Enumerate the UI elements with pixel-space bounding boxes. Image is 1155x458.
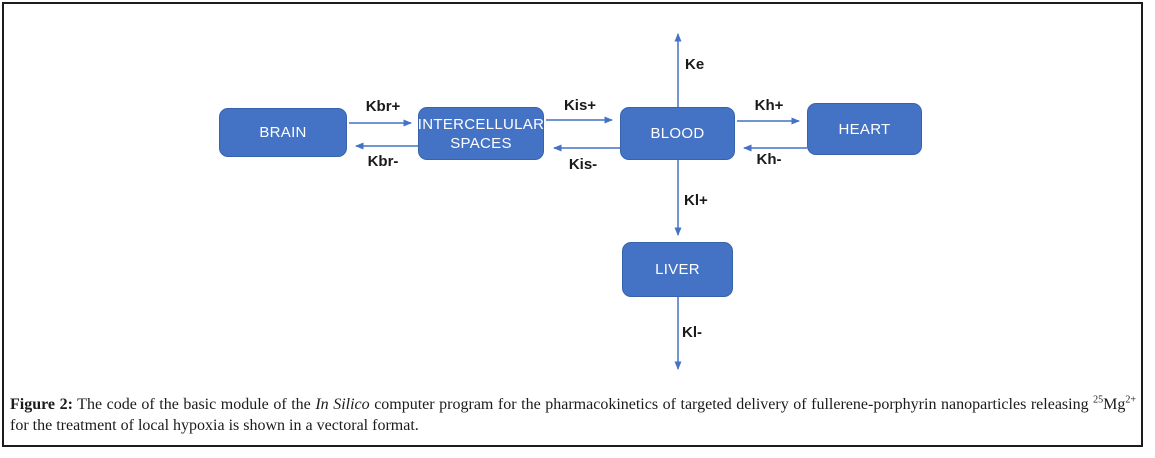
figure-caption: Figure 2: The code of the basic module o…: [10, 394, 1136, 436]
node-brain-label: BRAIN: [259, 124, 307, 141]
rate-label-kl-minus: Kl-: [682, 324, 702, 341]
node-intercellular-spaces-label: INTERCELLULAR SPACES: [417, 115, 545, 152]
rate-label-kl-plus: Kl+: [684, 192, 708, 209]
node-intercellular-spaces: INTERCELLULAR SPACES: [418, 107, 544, 160]
rate-label-kbr-minus: Kbr-: [367, 153, 399, 170]
figure-border-frame: [2, 2, 1143, 447]
caption-charge-superscript: 2+: [1125, 394, 1137, 406]
node-heart-label: HEART: [838, 120, 891, 138]
node-brain: BRAIN: [219, 108, 347, 157]
rate-label-kis-plus: Kis+: [563, 97, 597, 114]
caption-italic-phrase: In Silico: [315, 396, 370, 413]
caption-text-3: for the treatment of local hypoxia is sh…: [10, 417, 419, 434]
node-blood: BLOOD: [620, 107, 735, 160]
caption-text-1: The code of the basic module of the: [72, 396, 316, 413]
rate-label-kh-minus: Kh-: [756, 151, 782, 168]
caption-text-2: computer program for the pharmacokinetic…: [369, 396, 1094, 413]
figure-caption-label: Figure 2:: [10, 396, 73, 413]
rate-label-kh-plus: Kh+: [754, 97, 784, 114]
node-liver-label: LIVER: [655, 261, 700, 278]
node-liver: LIVER: [622, 242, 733, 297]
caption-element-symbol: Mg: [1103, 396, 1126, 413]
node-heart: HEART: [807, 103, 922, 155]
rate-label-ke: Ke: [685, 56, 705, 73]
rate-label-kis-minus: Kis-: [568, 156, 598, 173]
caption-isotope-superscript: 25: [1093, 394, 1104, 406]
rate-label-kbr-plus: Kbr+: [365, 98, 401, 115]
node-blood-label: BLOOD: [650, 125, 705, 142]
